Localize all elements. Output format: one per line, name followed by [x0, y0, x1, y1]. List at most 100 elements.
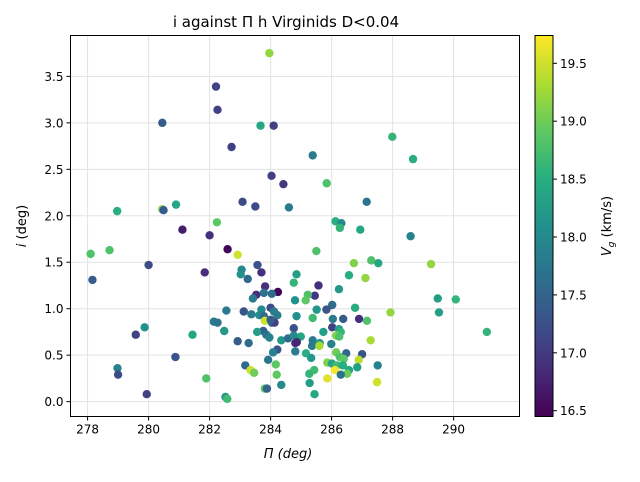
colorbar-tick-label: 19.5 — [560, 57, 587, 71]
data-point — [291, 347, 300, 356]
x-tick-label: 282 — [198, 423, 221, 437]
data-point — [349, 258, 359, 268]
data-point — [266, 315, 275, 325]
data-point — [284, 203, 294, 212]
data-point — [362, 197, 371, 207]
x-axis: 278 280 282 284 286 288 290 — [76, 416, 465, 437]
data-point — [334, 284, 344, 294]
data-point — [308, 151, 317, 160]
y-tick-label: 0.0 — [44, 395, 63, 409]
data-point — [372, 377, 382, 387]
x-tick-label: 280 — [137, 423, 160, 437]
data-point — [344, 271, 354, 280]
data-point — [277, 336, 286, 345]
data-point — [253, 260, 262, 270]
data-point — [251, 202, 260, 211]
data-point — [335, 332, 344, 341]
colorbar-label: Vg (km/s) — [600, 196, 617, 256]
data-point — [308, 313, 317, 323]
data-point — [327, 339, 336, 349]
data-point — [263, 355, 273, 365]
x-tick-label: 284 — [259, 423, 282, 437]
data-point — [307, 341, 317, 351]
data-point — [292, 337, 302, 347]
data-point — [213, 105, 222, 115]
colorbar — [534, 35, 554, 417]
data-point — [171, 200, 181, 209]
data-point — [289, 278, 298, 287]
data-point — [267, 171, 276, 181]
data-point — [356, 225, 365, 234]
data-point — [338, 361, 348, 370]
data-point — [269, 121, 278, 130]
data-point — [322, 179, 331, 188]
data-point — [248, 294, 258, 303]
colorbar-tick-label: 17.0 — [560, 346, 587, 360]
data-point — [408, 154, 418, 164]
chart-title: i against Π h Virginids D<0.04 — [173, 13, 399, 31]
data-point — [265, 333, 274, 342]
data-points — [86, 48, 492, 404]
data-point — [482, 327, 492, 337]
data-point — [243, 274, 252, 284]
data-point — [353, 363, 362, 372]
data-point — [366, 336, 375, 345]
data-point — [451, 295, 460, 304]
data-point — [131, 330, 140, 339]
colorbar-tick-label: 17.5 — [560, 288, 587, 302]
x-tick-label: 290 — [442, 423, 465, 437]
data-point — [158, 118, 167, 128]
data-point — [322, 305, 331, 314]
data-point — [319, 327, 328, 337]
data-point — [314, 281, 323, 290]
data-point — [328, 300, 337, 310]
x-tick-label: 286 — [320, 423, 343, 437]
data-point — [433, 294, 442, 303]
data-point — [260, 282, 270, 291]
data-point — [262, 384, 272, 393]
data-point — [426, 259, 436, 269]
colorbar-tick-label: 18.0 — [560, 231, 587, 245]
y-tick-label: 3.5 — [44, 70, 63, 84]
data-point — [112, 206, 122, 216]
data-point — [289, 331, 298, 340]
data-point — [361, 273, 370, 283]
plot-frame — [70, 35, 520, 417]
data-point — [354, 355, 363, 365]
data-point — [434, 308, 444, 317]
data-point — [205, 231, 214, 240]
data-point — [247, 310, 256, 319]
data-point — [142, 389, 151, 399]
data-point — [328, 314, 338, 324]
x-axis-label: Π (deg) — [264, 447, 313, 462]
data-point — [290, 296, 300, 305]
data-point — [292, 270, 301, 279]
data-point — [239, 307, 248, 316]
data-point — [315, 341, 324, 351]
data-point — [339, 354, 349, 364]
data-point — [257, 268, 266, 277]
data-point — [367, 256, 376, 265]
data-point — [227, 142, 236, 152]
data-point — [171, 352, 180, 362]
colorbar-tick-label: 18.5 — [560, 173, 587, 187]
data-point — [289, 324, 298, 333]
colorbar-tick-label: 19.0 — [560, 115, 587, 129]
data-point — [86, 249, 95, 259]
data-point — [113, 363, 122, 373]
y-tick-label: 1.5 — [44, 256, 63, 270]
y-tick-label: 3.0 — [44, 116, 63, 130]
data-point — [268, 348, 278, 357]
data-point — [388, 132, 397, 141]
data-point — [305, 369, 314, 378]
data-point — [222, 306, 231, 315]
x-tick-label: 278 — [76, 423, 99, 437]
data-point — [354, 314, 364, 324]
data-point — [323, 374, 332, 383]
data-point — [305, 378, 314, 388]
data-point — [386, 308, 395, 317]
data-point — [273, 311, 282, 320]
data-point — [362, 316, 372, 325]
data-point — [202, 374, 211, 383]
